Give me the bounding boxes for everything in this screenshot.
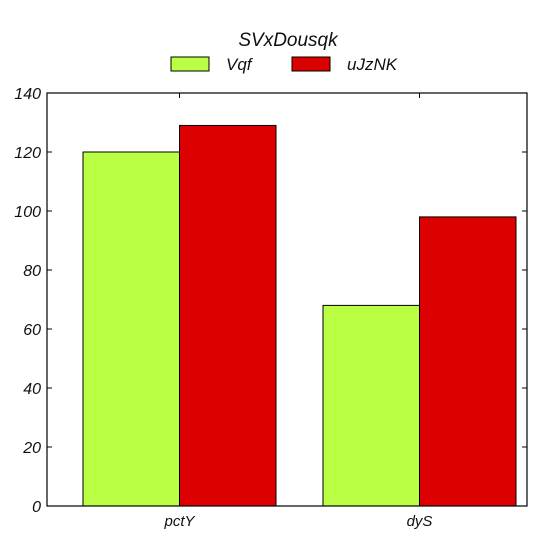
legend-swatch-ujznk xyxy=(291,56,331,72)
bars xyxy=(82,124,517,507)
bar-ujznk-dys xyxy=(419,216,517,507)
y-tick-label-60: 60 xyxy=(23,322,41,339)
legend-label-ujznk: uJzNK xyxy=(347,55,398,74)
y-tick-label-80: 80 xyxy=(23,263,41,280)
y-tick-label-0: 0 xyxy=(32,499,41,516)
bar-vqf-pcty xyxy=(82,151,180,507)
bar-ujznk-pcty xyxy=(179,124,277,507)
legend-label-vqf: Vqf xyxy=(226,55,254,74)
y-tick-label-140: 140 xyxy=(14,86,41,103)
x-axis: pctY dyS xyxy=(163,93,432,530)
y-tick-label-100: 100 xyxy=(14,204,41,221)
y-tick-label-40: 40 xyxy=(23,381,41,398)
y-axis: 0 20 40 60 80 100 120 140 xyxy=(14,86,527,516)
legend-swatch-vqf xyxy=(170,56,210,72)
bar-vqf-dys xyxy=(322,304,420,507)
legend-item-ujznk: uJzNK xyxy=(291,55,398,74)
x-tick-label-pcty: pctY xyxy=(163,513,195,530)
x-tick-label-dys: dyS xyxy=(407,513,433,530)
legend-item-vqf: Vqf xyxy=(170,55,254,74)
chart-title: SVxDousqk xyxy=(238,30,339,51)
plot-frame xyxy=(46,92,528,507)
legend: Vqf uJzNK xyxy=(170,55,398,74)
y-tick-label-20: 20 xyxy=(22,440,41,457)
y-tick-label-120: 120 xyxy=(14,145,41,162)
